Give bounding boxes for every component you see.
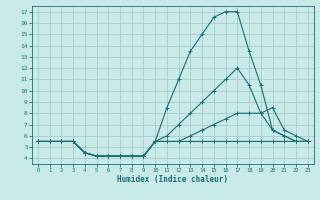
X-axis label: Humidex (Indice chaleur): Humidex (Indice chaleur) bbox=[117, 175, 228, 184]
